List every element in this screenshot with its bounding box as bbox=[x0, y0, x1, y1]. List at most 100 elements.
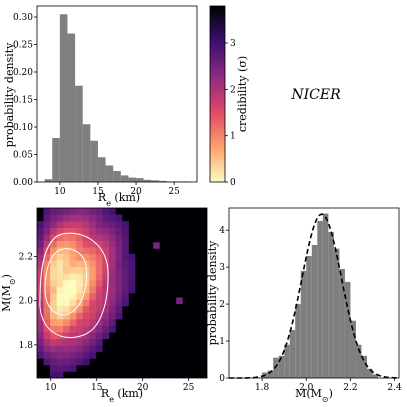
heatmap-cell bbox=[82, 227, 90, 235]
heatmap-cell bbox=[115, 221, 123, 228]
mass-histogram-panel: 1.8 2.0 2.2 2.4 0 1 2 3 4 M(M⊙) probability den… bbox=[206, 207, 402, 404]
radius-histogram-bar bbox=[59, 14, 68, 182]
heatmap-cell bbox=[43, 221, 51, 228]
heatmap-cell bbox=[95, 208, 103, 215]
heatmap-cell bbox=[50, 351, 57, 359]
heatmap-cell bbox=[69, 214, 77, 222]
radius-histogram-xlabel: Re (km) bbox=[98, 191, 140, 208]
heatmap-cell bbox=[102, 234, 110, 241]
mass-histogram-bar bbox=[267, 370, 274, 378]
radius-histogram-bar bbox=[90, 140, 98, 182]
heatmap-cell bbox=[82, 351, 90, 359]
heatmap-cell bbox=[115, 214, 123, 222]
heatmap-cell bbox=[50, 364, 57, 372]
heatmap-cell bbox=[43, 253, 51, 261]
heatmap-cell bbox=[82, 293, 90, 300]
heatmap-cell bbox=[76, 358, 84, 366]
colorbar-gradient bbox=[209, 5, 226, 183]
heatmap-cell bbox=[89, 273, 97, 281]
heatmap-cell bbox=[82, 208, 90, 215]
heatmap-cell bbox=[50, 293, 57, 300]
mass-histogram-xtick-label: 2.4 bbox=[387, 383, 402, 393]
heatmap-cell bbox=[122, 240, 129, 248]
heatmap-cell bbox=[89, 299, 97, 307]
mass-histogram-bar bbox=[278, 355, 285, 378]
radius-histogram-bar bbox=[67, 33, 76, 182]
heatmap-cell bbox=[63, 227, 70, 235]
heatmap-cell bbox=[122, 266, 129, 274]
heatmap-cell bbox=[82, 286, 90, 294]
heatmap-cell bbox=[63, 306, 70, 313]
radius-histogram-yticks: 0.00 0.05 0.10 0.15 0.20 0.25 0.30 bbox=[13, 13, 37, 188]
gaussian-fit-curve bbox=[229, 213, 399, 379]
heatmap-cell bbox=[95, 306, 103, 313]
heatmap-cell bbox=[108, 266, 116, 274]
radius-histogram-ytick-label: 0.00 bbox=[13, 178, 33, 188]
heatmap-cell bbox=[102, 240, 110, 248]
heatmap-cell bbox=[37, 247, 44, 255]
heatmap-cell bbox=[108, 227, 116, 235]
heatmap-cell bbox=[50, 208, 57, 215]
heatmap-cell bbox=[102, 214, 110, 222]
heatmap-cell bbox=[56, 273, 64, 281]
heatmap-cell bbox=[76, 208, 84, 215]
heatmap-xtick-label: 20 bbox=[137, 383, 149, 393]
heatmap-cell bbox=[69, 221, 77, 228]
heatmap-cell bbox=[43, 227, 51, 235]
radius-histogram-bar bbox=[136, 178, 144, 182]
heatmap-cell bbox=[56, 345, 64, 353]
heatmap-cell bbox=[82, 325, 90, 333]
heatmap-cell bbox=[82, 234, 90, 241]
heatmap-cell bbox=[56, 338, 64, 346]
heatmap-cell bbox=[50, 221, 57, 228]
heatmap-cell bbox=[37, 312, 44, 320]
heatmap-cell bbox=[89, 351, 97, 359]
heatmap-cell bbox=[102, 279, 110, 287]
heatmap-cell bbox=[43, 240, 51, 248]
heatmap-xtick-label: 25 bbox=[183, 383, 195, 393]
heatmap-cell bbox=[37, 299, 44, 307]
heatmap-cell bbox=[76, 266, 84, 274]
heatmap-cell bbox=[69, 358, 77, 366]
heatmap-cell bbox=[82, 358, 90, 366]
heatmap-cell bbox=[43, 345, 51, 353]
heatmap-cell bbox=[108, 240, 116, 248]
heatmap-cell bbox=[69, 286, 77, 294]
heatmap-cell bbox=[69, 293, 77, 300]
heatmap-cell bbox=[69, 306, 77, 313]
heatmap-cell bbox=[43, 208, 51, 215]
radius-histogram-bar bbox=[151, 180, 159, 182]
heatmap-cell bbox=[50, 273, 57, 281]
heatmap-cell bbox=[89, 319, 97, 326]
heatmap-cell bbox=[63, 293, 70, 300]
radius-histogram-bar bbox=[105, 165, 114, 182]
heatmap-cell bbox=[63, 208, 70, 215]
heatmap-cell bbox=[102, 312, 110, 320]
heatmap-cell bbox=[108, 260, 116, 268]
heatmap-cell bbox=[115, 247, 123, 255]
heatmap-cell bbox=[63, 247, 70, 255]
heatmap-cell bbox=[89, 240, 97, 248]
heatmap-cell bbox=[108, 247, 116, 255]
heatmap-cell bbox=[89, 260, 97, 268]
heatmap-cell bbox=[43, 214, 51, 222]
heatmap-cell bbox=[102, 260, 110, 268]
heatmap-cell bbox=[69, 240, 77, 248]
heatmap-cell bbox=[115, 234, 123, 241]
heatmap-cell bbox=[102, 266, 110, 274]
heatmap-cell bbox=[56, 260, 64, 268]
heatmap-cell bbox=[122, 253, 129, 261]
heatmap-cell bbox=[95, 260, 103, 268]
heatmap-cell bbox=[95, 332, 103, 340]
heatmap-cell bbox=[63, 319, 70, 326]
heatmap-cell bbox=[95, 221, 103, 228]
heatmap-cell bbox=[122, 260, 129, 268]
heatmap-cell bbox=[37, 273, 44, 281]
heatmap-cell bbox=[63, 358, 70, 366]
heatmap-cell bbox=[122, 247, 129, 255]
colorbar-tick-label: 2 bbox=[230, 85, 236, 95]
heatmap-cell bbox=[69, 299, 77, 307]
heatmap-cell bbox=[50, 358, 57, 366]
heatmap-cell bbox=[50, 299, 57, 307]
